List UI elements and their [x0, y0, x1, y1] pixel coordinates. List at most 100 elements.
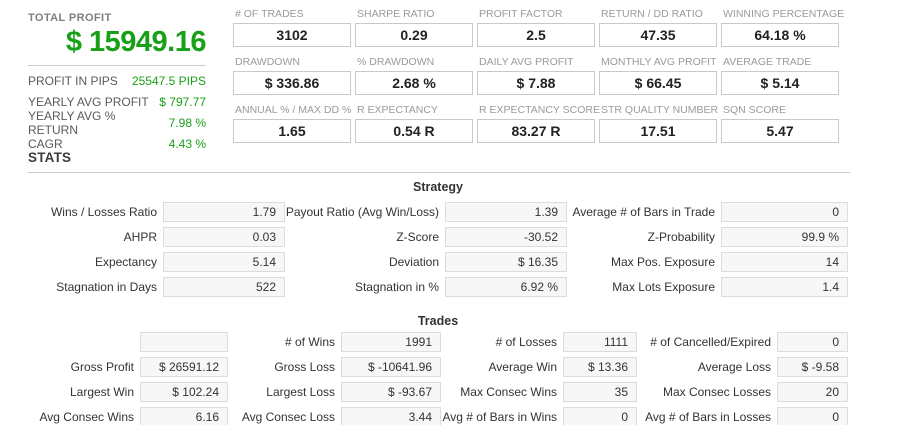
total-profit-panel: TOTAL PROFIT $ 15949.16 PROFIT IN PIPS 25… [28, 12, 207, 154]
metric-label: DAILY AVG PROFIT [479, 56, 574, 68]
stat-value: $ 102.24 [140, 382, 228, 402]
metric-label: MONTHLY AVG PROFIT [601, 56, 717, 68]
stat-value: 0.03 [163, 227, 285, 247]
metric-annual-max-dd: ANNUAL % / MAX DD % 1.65 [233, 104, 351, 143]
stat-value: 0 [563, 407, 637, 425]
stat-value: 6.92 % [445, 277, 567, 297]
stat-label: Stagnation in Days [56, 280, 157, 294]
stat-value: 1991 [341, 332, 441, 352]
metric-sqn-score: SQN SCORE 5.47 [721, 104, 839, 143]
metric-value: 83.27 R [477, 119, 595, 143]
metric-value: 2.5 [477, 23, 595, 47]
stat-label: Gross Loss [274, 360, 335, 374]
metric-value: $ 66.45 [599, 71, 717, 95]
metric-label: DRAWDOWN [235, 56, 300, 68]
stat-value: $ -9.58 [777, 357, 848, 377]
stat-value: 99.9 % [721, 227, 848, 247]
summary-row-yearly-avg-profit: YEARLY AVG PROFIT $ 797.77 [28, 91, 206, 112]
metrics-grid: # OF TRADES 3102 SHARPE RATIO 0.29 PROFIT FA… [233, 8, 845, 143]
metric-value: 1.65 [233, 119, 351, 143]
stat-value [140, 332, 228, 352]
stat-value: 5.14 [163, 252, 285, 272]
stats-heading: STATS [28, 150, 850, 173]
stat-label: Average Loss [697, 360, 771, 374]
stat-label: Average # of Bars in Trade [572, 205, 715, 219]
metric-value: 2.68 % [355, 71, 473, 95]
metric-profit-factor: PROFIT FACTOR 2.5 [477, 8, 595, 47]
metric-label: R EXPECTANCY SCORE [479, 104, 600, 116]
stat-label: Z-Probability [647, 230, 715, 244]
stat-value: 1.4 [721, 277, 848, 297]
stat-value: 6.16 [140, 407, 228, 425]
metric-value: 3102 [233, 23, 351, 47]
stat-label: Z-Score [396, 230, 439, 244]
summary-row-label: YEARLY AVG PROFIT [28, 94, 149, 109]
stat-value: $ -93.67 [341, 382, 441, 402]
metric-value: 0.29 [355, 23, 473, 47]
stat-value: 0 [777, 332, 848, 352]
stat-label: Avg # of Bars in Losses [645, 410, 771, 424]
metric-r-expectancy: R EXPECTANCY 0.54 R [355, 104, 473, 143]
metric-sharpe-ratio: SHARPE RATIO 0.29 [355, 8, 473, 47]
metric-label: ANNUAL % / MAX DD % [235, 104, 352, 116]
metric-label: WINNING PERCENTAGE [723, 8, 845, 20]
summary-rows: PROFIT IN PIPS 25547.5 PIPS YEARLY AVG PRO… [28, 70, 206, 154]
metric-value: $ 7.88 [477, 71, 595, 95]
stat-label: Max Lots Exposure [612, 280, 715, 294]
summary-row-value: 7.98 % [168, 115, 207, 130]
metric-value: $ 336.86 [233, 71, 351, 95]
trades-table: # of Wins 1991 # of Losses 1111 # of Cancell… [28, 332, 848, 425]
stat-label: Gross Profit [70, 360, 134, 374]
stat-value: 0 [777, 407, 848, 425]
total-profit-value: $ 15949.16 [65, 26, 207, 58]
summary-row-value: 4.43 % [168, 136, 206, 151]
stat-value: 14 [721, 252, 848, 272]
stat-label: Max Consec Losses [662, 385, 771, 399]
metric-value: $ 5.14 [721, 71, 839, 95]
metric-label: SHARPE RATIO [357, 8, 435, 20]
metric-label: STR QUALITY NUMBER [601, 104, 719, 116]
metric-label: R EXPECTANCY [357, 104, 438, 116]
metric-label: # OF TRADES [235, 8, 304, 20]
metric-value: 47.35 [599, 23, 717, 47]
stat-label: Max Consec Wins [460, 385, 557, 399]
strategy-section-title: Strategy [412, 180, 464, 194]
stat-value: 1.79 [163, 202, 285, 222]
summary-row-label: YEARLY AVG % RETURN [28, 108, 116, 137]
metric-label: PROFIT FACTOR [479, 8, 563, 20]
metric-value: 5.47 [721, 119, 839, 143]
stat-value: 0 [721, 202, 848, 222]
metric-winning-percentage: WINNING PERCENTAGE 64.18 % [721, 8, 845, 47]
stat-label: Average Win [488, 360, 557, 374]
metric-value: 64.18 % [721, 23, 839, 47]
strategy-table: Wins / Losses Ratio 1.79 Payout Ratio (Avg… [28, 202, 848, 297]
stat-label: Largest Loss [266, 385, 335, 399]
stat-label: Expectancy [94, 255, 157, 269]
metric-str-quality-number: STR QUALITY NUMBER 17.51 [599, 104, 719, 143]
summary-row-profit-in-pips: PROFIT IN PIPS 25547.5 PIPS [28, 70, 206, 91]
metric-r-expectancy-score: R EXPECTANCY SCORE 83.27 R [477, 104, 600, 143]
stat-value: $ -10641.96 [341, 357, 441, 377]
metric-label: % DRAWDOWN [357, 56, 435, 68]
stat-label: AHPR [123, 230, 157, 244]
metric-label: AVERAGE TRADE [723, 56, 812, 68]
stat-value: 3.44 [341, 407, 441, 425]
stat-label: Avg Consec Wins [39, 410, 134, 424]
summary-row-yearly-avg-return: YEARLY AVG % RETURN 7.98 % [28, 109, 207, 137]
stat-label [28, 332, 136, 352]
stat-value: $ 26591.12 [140, 357, 228, 377]
stat-label: Largest Win [69, 385, 134, 399]
summary-row-value: 25547.5 PIPS [131, 73, 206, 88]
stat-label: Deviation [388, 255, 439, 269]
summary-row-label: PROFIT IN PIPS [28, 73, 118, 88]
summary-row-value: $ 797.77 [159, 94, 206, 109]
stat-value: 522 [163, 277, 285, 297]
summary-divider [28, 65, 206, 66]
stat-value: 35 [563, 382, 637, 402]
metric-value: 0.54 R [355, 119, 473, 143]
stat-label: # of Cancelled/Expired [650, 335, 771, 349]
metric-average-trade: AVERAGE TRADE $ 5.14 [721, 56, 839, 95]
metric-value: 17.51 [599, 119, 717, 143]
metric-of-trades: # OF TRADES 3102 [233, 8, 351, 47]
